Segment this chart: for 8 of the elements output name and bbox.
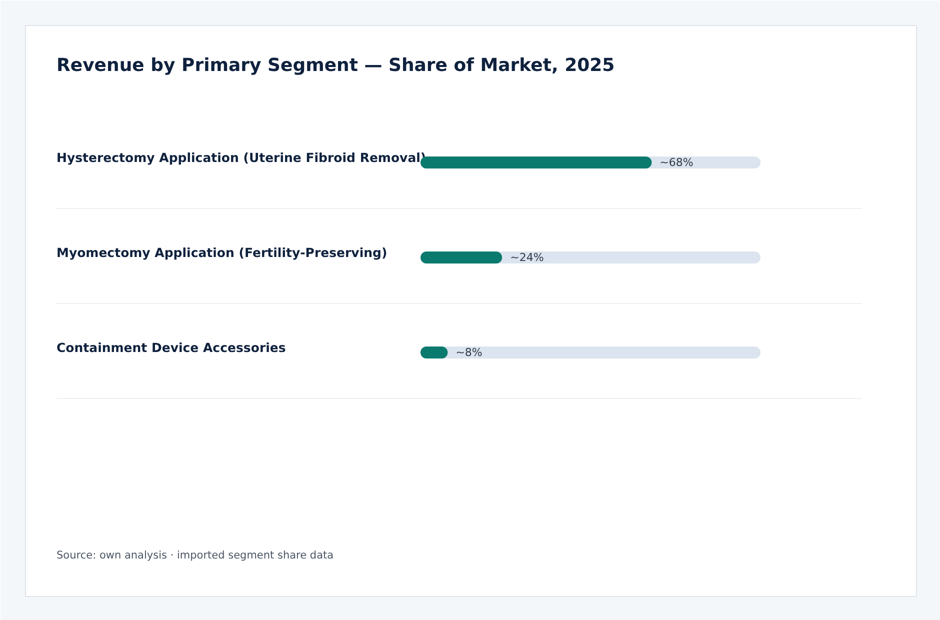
- data-label: ~24%: [510, 251, 544, 264]
- y-tick-label: Hysterectomy Application (Uterine Fibroid Removal): [56, 150, 426, 165]
- data-label: ~68%: [660, 156, 694, 169]
- source-note: Source: own analysis · imported segment share data: [56, 550, 334, 562]
- y-tick-label: Myomectomy Application (Fertility-Preserving): [56, 245, 388, 260]
- y-tick-label: Containment Device Accessories: [56, 340, 286, 355]
- chart-title: Revenue by Primary Segment — Share of Market, 2025: [56, 55, 615, 76]
- data-label: ~8%: [456, 346, 482, 359]
